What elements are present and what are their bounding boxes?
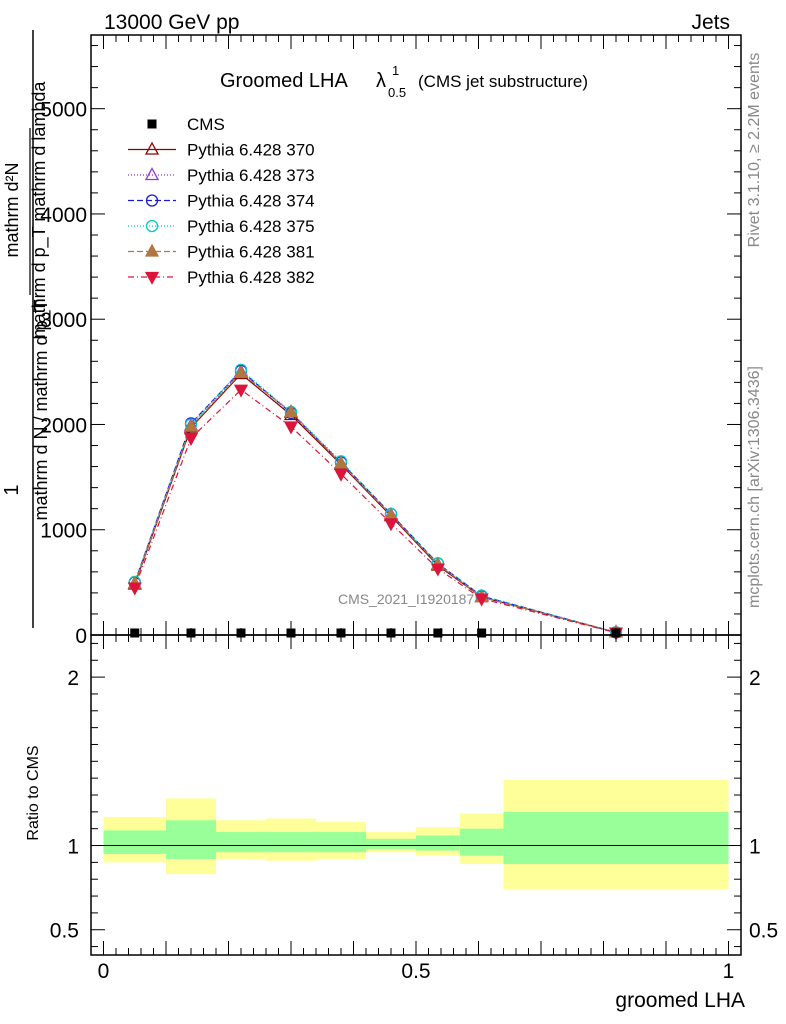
legend: CMS Pythia 6.428 370 Pythia 6.428 373 Pythi… bbox=[128, 115, 315, 287]
series-6-point bbox=[127, 582, 142, 596]
series-6-point bbox=[183, 433, 199, 447]
series-5-point bbox=[283, 403, 299, 417]
ylabel-numerator: mathrm d²N bbox=[2, 162, 22, 257]
y-tick-label: 4000 bbox=[40, 204, 87, 227]
legend-label: Pythia 6.428 375 bbox=[187, 217, 315, 236]
legend-item: Pythia 6.428 370 bbox=[128, 141, 315, 160]
legend-label: Pythia 6.428 381 bbox=[187, 243, 315, 262]
legend-item: Pythia 6.428 381 bbox=[128, 243, 315, 262]
title-symbol: λ bbox=[376, 70, 386, 92]
chart-title: Groomed LHA λ 1 0.5 (CMS jet substructur… bbox=[220, 63, 588, 100]
y-tick-label: 3000 bbox=[40, 309, 87, 332]
legend-item: Pythia 6.428 373 bbox=[128, 166, 315, 185]
header-left: 13000 GeV pp bbox=[104, 11, 239, 34]
ylabel-main-numerator: 1 bbox=[1, 484, 23, 495]
ratio-stat-band bbox=[316, 832, 366, 853]
ratio-stat-band bbox=[503, 811, 729, 865]
legend-label: Pythia 6.428 373 bbox=[187, 166, 315, 185]
series-6-point bbox=[333, 468, 349, 482]
header-right: Jets bbox=[691, 11, 730, 34]
mcplots-reference-text: mcplots.cern.ch [arXiv:1306.3436] bbox=[746, 366, 763, 608]
legend-item: Pythia 6.428 375 bbox=[128, 217, 315, 236]
ratio-stat-band bbox=[216, 832, 266, 853]
legend-label: Pythia 6.428 370 bbox=[187, 141, 315, 160]
legend-item: Pythia 6.428 382 bbox=[128, 268, 315, 287]
y-tick-label: 1000 bbox=[40, 520, 87, 543]
legend-marker bbox=[144, 167, 160, 181]
series-5-point bbox=[233, 365, 249, 379]
y-tick-label: 5000 bbox=[40, 99, 87, 122]
cms-data-point bbox=[130, 628, 140, 638]
legend-marker bbox=[147, 119, 157, 129]
ratio-tick-label-left: 1 bbox=[67, 836, 79, 859]
series-6-point bbox=[474, 593, 489, 607]
legend-item: Pythia 6.428 374 bbox=[128, 192, 315, 211]
x-tick-label: 0 bbox=[98, 960, 110, 983]
ratio-stat-band bbox=[366, 838, 416, 849]
legend-label: Pythia 6.428 382 bbox=[187, 268, 315, 287]
series-5-point bbox=[333, 455, 349, 469]
series-markers bbox=[127, 363, 624, 641]
ratio-tick-label-right: 2 bbox=[749, 667, 761, 690]
series-6-point bbox=[383, 518, 399, 532]
rivet-version-text: Rivet 3.1.10, ≥ 2.2M events bbox=[746, 53, 763, 248]
axes: 0 1000 2000 3000 4000 5000 0 0.5 1 0.5 0.5 1 1 2 2 bbox=[40, 34, 778, 983]
series-6-point bbox=[430, 563, 445, 577]
ratio-stat-band bbox=[416, 835, 460, 851]
title-suffix: (CMS jet substructure) bbox=[418, 72, 588, 91]
cms-data-point bbox=[477, 628, 487, 638]
legend-marker bbox=[145, 219, 159, 233]
ratio-stat-band bbox=[103, 830, 166, 854]
legend-label: Pythia 6.428 374 bbox=[187, 192, 315, 211]
ratio-stat-band bbox=[166, 820, 216, 859]
y-tick-label: 0 bbox=[75, 625, 87, 648]
series-6-point bbox=[233, 384, 249, 398]
ratio-stat-band bbox=[266, 832, 316, 853]
ratio-tick-label-right: 1 bbox=[749, 836, 761, 859]
x-axis-label: groomed LHA bbox=[615, 989, 745, 1012]
ylabel-main-denominator: mathrm d N / mathrm d p_T bbox=[31, 299, 52, 520]
analysis-watermark: CMS_2021_I1920187 bbox=[338, 591, 474, 607]
legend-marker bbox=[144, 271, 160, 285]
legend-label: CMS bbox=[187, 115, 225, 134]
title-text: Groomed LHA bbox=[220, 70, 348, 92]
y-tick-label: 2000 bbox=[40, 414, 87, 437]
series-5-point bbox=[183, 418, 199, 432]
legend-marker bbox=[144, 141, 160, 155]
ratio-stat-band bbox=[459, 828, 504, 856]
ratio-y-label: Ratio to CMS bbox=[25, 745, 42, 840]
ratio-tick-label-left: 2 bbox=[67, 667, 79, 690]
main-y-label: 1 mathrm d N / mathrm d p_T mathrm d²N m… bbox=[1, 30, 52, 628]
ratio-tick-label-right: 0.5 bbox=[749, 920, 778, 943]
series-6-point bbox=[283, 421, 299, 435]
cms-data-point bbox=[433, 628, 443, 638]
legend-item: CMS bbox=[147, 115, 225, 134]
title-subscript: 0.5 bbox=[388, 85, 406, 100]
title-superscript: 1 bbox=[392, 63, 399, 78]
x-tick-label: 0.5 bbox=[401, 960, 430, 983]
legend-marker bbox=[144, 243, 160, 257]
series-line-5 bbox=[134, 372, 617, 633]
ratio-bands bbox=[91, 779, 741, 890]
x-tick-label: 1 bbox=[723, 960, 735, 983]
ratio-tick-label-left: 0.5 bbox=[50, 920, 79, 943]
ylabel-denominator: mathrm d p_T mathrm d lambda bbox=[29, 81, 50, 339]
legend-marker bbox=[145, 194, 159, 207]
